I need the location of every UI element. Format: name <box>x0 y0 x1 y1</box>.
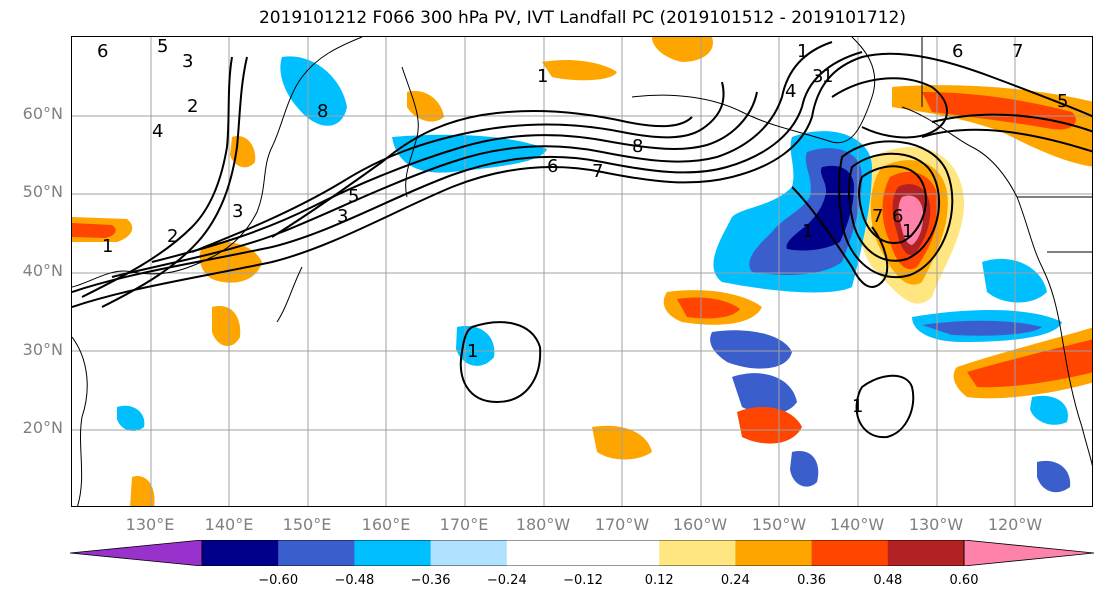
colorbar-extend-max <box>963 540 1095 566</box>
contour-label: 3 <box>182 51 193 72</box>
colorbar-cell <box>811 540 889 566</box>
lon-label: 130°E <box>125 515 175 534</box>
shading-layer <box>72 37 1092 506</box>
colorbar-tick-label: 0.24 <box>720 573 750 588</box>
lat-label: 50°N <box>22 182 63 201</box>
contour-label: 1 <box>797 41 808 62</box>
negative-anomaly <box>280 56 347 126</box>
contour-label: 3 <box>337 206 348 227</box>
negative-anomaly <box>786 165 854 251</box>
graticule <box>72 37 1092 506</box>
contour-label: 1 <box>822 66 833 87</box>
colorbar-tick-label: −0.48 <box>334 573 375 588</box>
contour-label: 6 <box>952 41 963 62</box>
positive-anomaly <box>130 476 155 506</box>
lon-label: 150°E <box>282 515 332 534</box>
contour-label: 6 <box>547 156 558 177</box>
colorbar-tick-label: 0.48 <box>873 573 903 588</box>
lon-label: 140°W <box>829 515 885 534</box>
positive-anomaly <box>72 223 116 238</box>
negative-anomaly <box>1037 460 1071 493</box>
lon-label: 160°E <box>361 515 411 534</box>
negative-anomaly <box>392 134 547 173</box>
map-title: 2019101212 F066 300 hPa PV, IVT Landfall… <box>258 8 906 28</box>
colorbar-tick-label: −0.60 <box>258 573 299 588</box>
contour-label: 2 <box>167 226 178 247</box>
positive-anomaly <box>542 60 617 81</box>
negative-anomaly <box>1030 395 1068 425</box>
colorbar-cell <box>583 540 660 566</box>
contour-label: 8 <box>317 101 328 122</box>
positive-anomaly <box>922 92 1076 130</box>
colorbar-cell <box>354 540 432 566</box>
colorbar-tick-label: −0.36 <box>410 573 451 588</box>
lat-label: 30°N <box>22 340 63 359</box>
negative-anomaly <box>710 330 792 369</box>
contour-labels: 6 5 3 2 4 8 1 6 7 8 5 3 1 2 3 1 3 4 6 5 … <box>97 37 1068 417</box>
negative-anomaly <box>732 373 797 414</box>
lon-label: 170°E <box>439 515 489 534</box>
map-panel: 6 5 3 2 4 8 1 6 7 8 5 3 1 2 3 1 3 4 6 5 … <box>71 36 1093 507</box>
positive-anomaly <box>737 407 802 444</box>
colorbar-cell <box>278 540 355 566</box>
colorbar-cell <box>659 540 736 566</box>
lon-label: 180°W <box>515 515 571 534</box>
lon-label: 130°W <box>908 515 964 534</box>
lat-label: 40°N <box>22 261 63 280</box>
positive-anomaly <box>677 297 740 319</box>
contour-label: 1 <box>467 341 478 362</box>
contour-label: 4 <box>152 121 163 142</box>
colorbar-tick-label: −0.24 <box>486 573 527 588</box>
contour-label: 1 <box>102 236 113 257</box>
lon-label: 160°W <box>672 515 728 534</box>
contour-label: 5 <box>348 186 359 207</box>
colorbar-extend-min <box>70 540 203 566</box>
contour-label: 2 <box>187 96 198 117</box>
contour-label: 6 <box>892 206 903 227</box>
colorbar-tick-label: −0.12 <box>563 573 603 588</box>
positive-anomaly <box>407 91 444 122</box>
colorbar-cell <box>202 540 279 566</box>
positive-anomaly <box>652 37 713 62</box>
contour-label: 3 <box>232 201 243 222</box>
contour-label: 1 <box>537 66 548 87</box>
contour-label: 1 <box>902 221 913 242</box>
colorbar-tick-label: 0.36 <box>797 573 827 588</box>
contour-label: 7 <box>872 206 883 227</box>
pv-contours <box>72 41 1092 439</box>
lon-label: 170°W <box>594 515 650 534</box>
contour-label: 8 <box>632 136 643 157</box>
colorbar-cell <box>430 540 508 566</box>
colorbar <box>70 540 1095 566</box>
colorbar-tick-label: 0.60 <box>949 573 979 588</box>
negative-anomaly <box>117 405 145 431</box>
colorbar-cell <box>506 540 584 566</box>
negative-anomaly <box>790 451 819 487</box>
contour-label: 6 <box>97 41 108 62</box>
lon-label: 140°E <box>204 515 254 534</box>
negative-anomaly <box>922 320 1042 336</box>
contour-label: 7 <box>592 161 603 182</box>
positive-anomaly <box>212 306 241 347</box>
colorbar-cell <box>887 540 965 566</box>
lon-label: 120°W <box>987 515 1043 534</box>
contour-label: 5 <box>1057 91 1068 112</box>
lat-label: 20°N <box>22 418 63 437</box>
lat-label: 60°N <box>22 104 63 123</box>
contour-label: 4 <box>785 81 796 102</box>
contour-label: 1 <box>852 396 863 417</box>
positive-anomaly <box>898 195 924 245</box>
colorbar-cell <box>735 540 813 566</box>
contour-label: 3 <box>812 66 823 87</box>
colorbar-tick-label: 0.12 <box>644 573 674 588</box>
contour-label: 5 <box>157 37 168 57</box>
lon-label: 150°W <box>751 515 807 534</box>
contour-label: 7 <box>1012 41 1023 62</box>
contour-label: 1 <box>802 221 813 242</box>
